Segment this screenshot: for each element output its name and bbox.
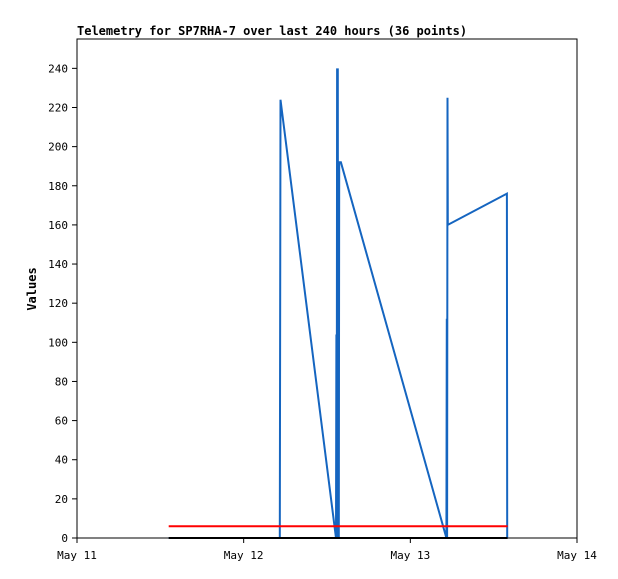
x-tick-label-3: May 14	[557, 549, 597, 562]
y-tick-label-9: 180	[48, 180, 68, 193]
y-tick-label-4: 80	[55, 375, 68, 388]
y-axis-label: Values	[25, 267, 39, 310]
x-axis-ticks: May 11 May 12 May 13 May 14	[57, 538, 597, 562]
y-tick-label-7: 140	[48, 258, 68, 271]
x-tick-label-2: May 13	[390, 549, 430, 562]
y-tick-label-11: 220	[48, 101, 68, 114]
y-tick-label-0: 0	[61, 532, 68, 545]
y-tick-label-8: 160	[48, 219, 68, 232]
x-tick-label-0: May 11	[57, 549, 97, 562]
y-tick-label-5: 100	[48, 336, 68, 349]
y-tick-label-12: 240	[48, 62, 68, 75]
series-layer	[168, 68, 509, 539]
y-tick-label-2: 40	[55, 454, 68, 467]
x-tick-label-1: May 12	[224, 549, 264, 562]
plot-area	[76, 38, 578, 539]
chart-title: Telemetry for SP7RHA-7 over last 240 hou…	[77, 24, 467, 38]
y-axis-ticks: 0 20 40 60 80 100 120 140 160 180 200 220 240	[48, 62, 77, 545]
y-tick-label-1: 20	[55, 493, 68, 506]
series-line-0	[168, 68, 509, 539]
y-tick-label-6: 120	[48, 297, 68, 310]
y-tick-label-10: 200	[48, 141, 68, 154]
y-tick-label-3: 60	[55, 415, 68, 428]
